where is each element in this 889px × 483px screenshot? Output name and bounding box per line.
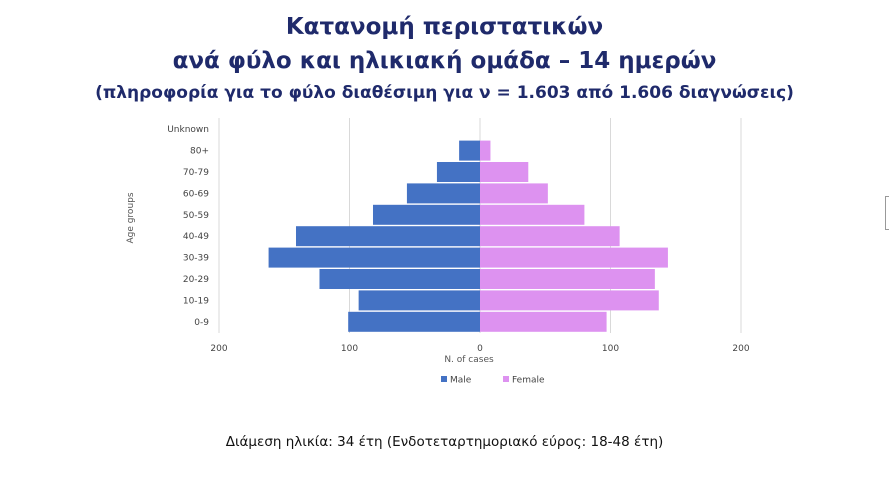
y-tick-label: 0-9 bbox=[194, 318, 209, 328]
bar-female bbox=[480, 247, 668, 268]
y-tick-label: Unknown bbox=[167, 125, 209, 135]
x-tick-labels: 200 100 0 100 200 bbox=[210, 344, 749, 354]
chart-title-line1: Κατανομή περιστατικών bbox=[285, 14, 604, 40]
bar-male bbox=[406, 183, 480, 204]
scroll-edge-marker bbox=[885, 196, 889, 230]
y-tick-label: 10-19 bbox=[183, 296, 209, 306]
bar-female bbox=[480, 226, 620, 247]
y-tick-label: 70-79 bbox=[183, 168, 209, 178]
legend: Male Female bbox=[441, 376, 545, 386]
population-pyramid-chart: Unknown 80+ 70-79 60-69 50-59 40-49 30-39 20-29… bbox=[126, 118, 750, 386]
bar-male bbox=[372, 204, 480, 225]
bar-female bbox=[480, 290, 659, 311]
x-tick-label: 100 bbox=[341, 344, 358, 354]
x-axis-label: N. of cases bbox=[444, 355, 494, 365]
y-tick-label: 30-39 bbox=[183, 254, 209, 264]
legend-swatch bbox=[441, 376, 447, 382]
bar-male bbox=[459, 140, 480, 161]
y-tick-label: 60-69 bbox=[183, 189, 209, 199]
x-tick-label: 200 bbox=[210, 344, 227, 354]
bar-female bbox=[480, 140, 491, 161]
bar-female bbox=[480, 269, 655, 289]
y-tick-labels: Unknown 80+ 70-79 60-69 50-59 40-49 30-39 20-29… bbox=[167, 125, 209, 328]
bar-female bbox=[480, 162, 529, 182]
bar-male bbox=[348, 311, 480, 332]
bar-male bbox=[358, 290, 480, 311]
x-tick-label: 0 bbox=[477, 344, 483, 354]
bar-female bbox=[480, 204, 585, 225]
bar-male bbox=[436, 162, 480, 182]
bar-male bbox=[319, 269, 480, 289]
x-tick-label: 200 bbox=[732, 344, 749, 354]
median-age-note: Διάμεση ηλικία: 34 έτη (Ενδοτεταρτημορια… bbox=[225, 434, 664, 450]
y-tick-label: 20-29 bbox=[183, 275, 209, 285]
bar-female bbox=[480, 183, 548, 204]
bar-female bbox=[480, 311, 607, 332]
y-tick-label: 50-59 bbox=[183, 211, 209, 221]
x-tick-label: 100 bbox=[602, 344, 619, 354]
y-tick-label: 40-49 bbox=[183, 232, 209, 242]
legend-label: Female bbox=[512, 376, 545, 386]
chart-subtitle: (πληροφορία για το φύλο διαθέσιμη για ν … bbox=[95, 83, 794, 103]
bars bbox=[268, 140, 668, 332]
chart-title-line2: ανά φύλο και ηλικιακή ομάδα – 14 ημερών bbox=[172, 48, 717, 74]
legend-swatch bbox=[503, 376, 509, 382]
y-axis-label: Age groups bbox=[126, 192, 136, 243]
bar-male bbox=[295, 226, 480, 247]
bar-male bbox=[268, 247, 480, 268]
legend-label: Male bbox=[450, 376, 472, 386]
y-tick-label: 80+ bbox=[190, 147, 209, 157]
